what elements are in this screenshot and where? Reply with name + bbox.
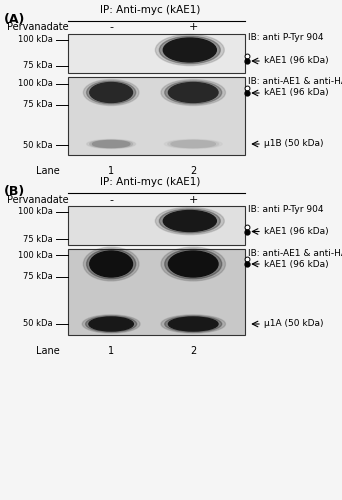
Text: -: - xyxy=(109,195,113,205)
Ellipse shape xyxy=(87,249,136,279)
Ellipse shape xyxy=(171,140,215,147)
Ellipse shape xyxy=(159,209,220,233)
Text: 2: 2 xyxy=(190,166,196,176)
Ellipse shape xyxy=(83,247,139,281)
Ellipse shape xyxy=(161,80,225,106)
Text: 100 kDa: 100 kDa xyxy=(18,208,53,216)
Ellipse shape xyxy=(86,316,137,332)
Ellipse shape xyxy=(92,140,130,147)
Bar xyxy=(68,77,245,155)
Text: -: - xyxy=(109,22,113,32)
Ellipse shape xyxy=(89,317,133,331)
Text: kAE1 (96 kDa): kAE1 (96 kDa) xyxy=(264,260,328,268)
Ellipse shape xyxy=(87,140,135,148)
Text: kAE1 (96 kDa): kAE1 (96 kDa) xyxy=(264,88,328,98)
Text: +: + xyxy=(188,22,198,32)
Text: Pervanadate: Pervanadate xyxy=(7,195,68,205)
Ellipse shape xyxy=(168,140,219,148)
Text: IB: anti-AE1 & anti-HA: IB: anti-AE1 & anti-HA xyxy=(248,76,342,86)
Ellipse shape xyxy=(90,82,133,102)
Text: 1: 1 xyxy=(108,346,114,356)
Ellipse shape xyxy=(161,247,225,281)
Ellipse shape xyxy=(159,36,220,64)
Ellipse shape xyxy=(168,251,218,277)
Ellipse shape xyxy=(83,80,139,106)
Bar xyxy=(68,34,245,72)
Ellipse shape xyxy=(82,315,140,333)
Text: 100 kDa: 100 kDa xyxy=(18,250,53,260)
Text: IB: anti P-Tyr 904: IB: anti P-Tyr 904 xyxy=(248,205,324,214)
Ellipse shape xyxy=(168,317,218,331)
Text: IP: Anti-myc (kAE1): IP: Anti-myc (kAE1) xyxy=(100,5,201,15)
Text: 75 kDa: 75 kDa xyxy=(23,62,53,70)
Text: 75 kDa: 75 kDa xyxy=(23,234,53,244)
Text: Lane: Lane xyxy=(36,346,60,356)
Text: 100 kDa: 100 kDa xyxy=(18,79,53,88)
Ellipse shape xyxy=(155,208,224,234)
Text: 100 kDa: 100 kDa xyxy=(18,36,53,44)
Bar xyxy=(68,206,245,245)
Text: (B): (B) xyxy=(3,185,25,198)
Text: 75 kDa: 75 kDa xyxy=(23,272,53,281)
Ellipse shape xyxy=(164,140,222,148)
Ellipse shape xyxy=(163,38,216,62)
Ellipse shape xyxy=(165,316,222,332)
Text: μ1B (50 kDa): μ1B (50 kDa) xyxy=(264,140,323,148)
Text: IB: anti P-Tyr 904: IB: anti P-Tyr 904 xyxy=(248,34,324,42)
Ellipse shape xyxy=(155,34,224,66)
Text: 2: 2 xyxy=(190,346,196,356)
Text: kAE1 (96 kDa): kAE1 (96 kDa) xyxy=(264,56,328,66)
Bar xyxy=(68,249,245,335)
Text: 1: 1 xyxy=(108,166,114,176)
Ellipse shape xyxy=(161,315,225,333)
Text: Pervanadate: Pervanadate xyxy=(7,22,68,32)
Text: 75 kDa: 75 kDa xyxy=(23,100,53,109)
Text: kAE1 (96 kDa): kAE1 (96 kDa) xyxy=(264,227,328,236)
Ellipse shape xyxy=(165,81,222,104)
Text: IB: anti-AE1 & anti-HA: IB: anti-AE1 & anti-HA xyxy=(248,248,342,258)
Text: 50 kDa: 50 kDa xyxy=(23,140,53,149)
Ellipse shape xyxy=(90,251,133,277)
Text: μ1A (50 kDa): μ1A (50 kDa) xyxy=(264,320,323,328)
Text: 50 kDa: 50 kDa xyxy=(23,320,53,328)
Ellipse shape xyxy=(165,249,222,279)
Text: IP: Anti-myc (kAE1): IP: Anti-myc (kAE1) xyxy=(100,177,201,187)
Text: Lane: Lane xyxy=(36,166,60,176)
Ellipse shape xyxy=(168,82,218,102)
Ellipse shape xyxy=(90,140,133,148)
Ellipse shape xyxy=(163,210,216,232)
Text: +: + xyxy=(188,195,198,205)
Ellipse shape xyxy=(87,81,136,104)
Text: (A): (A) xyxy=(3,12,25,26)
